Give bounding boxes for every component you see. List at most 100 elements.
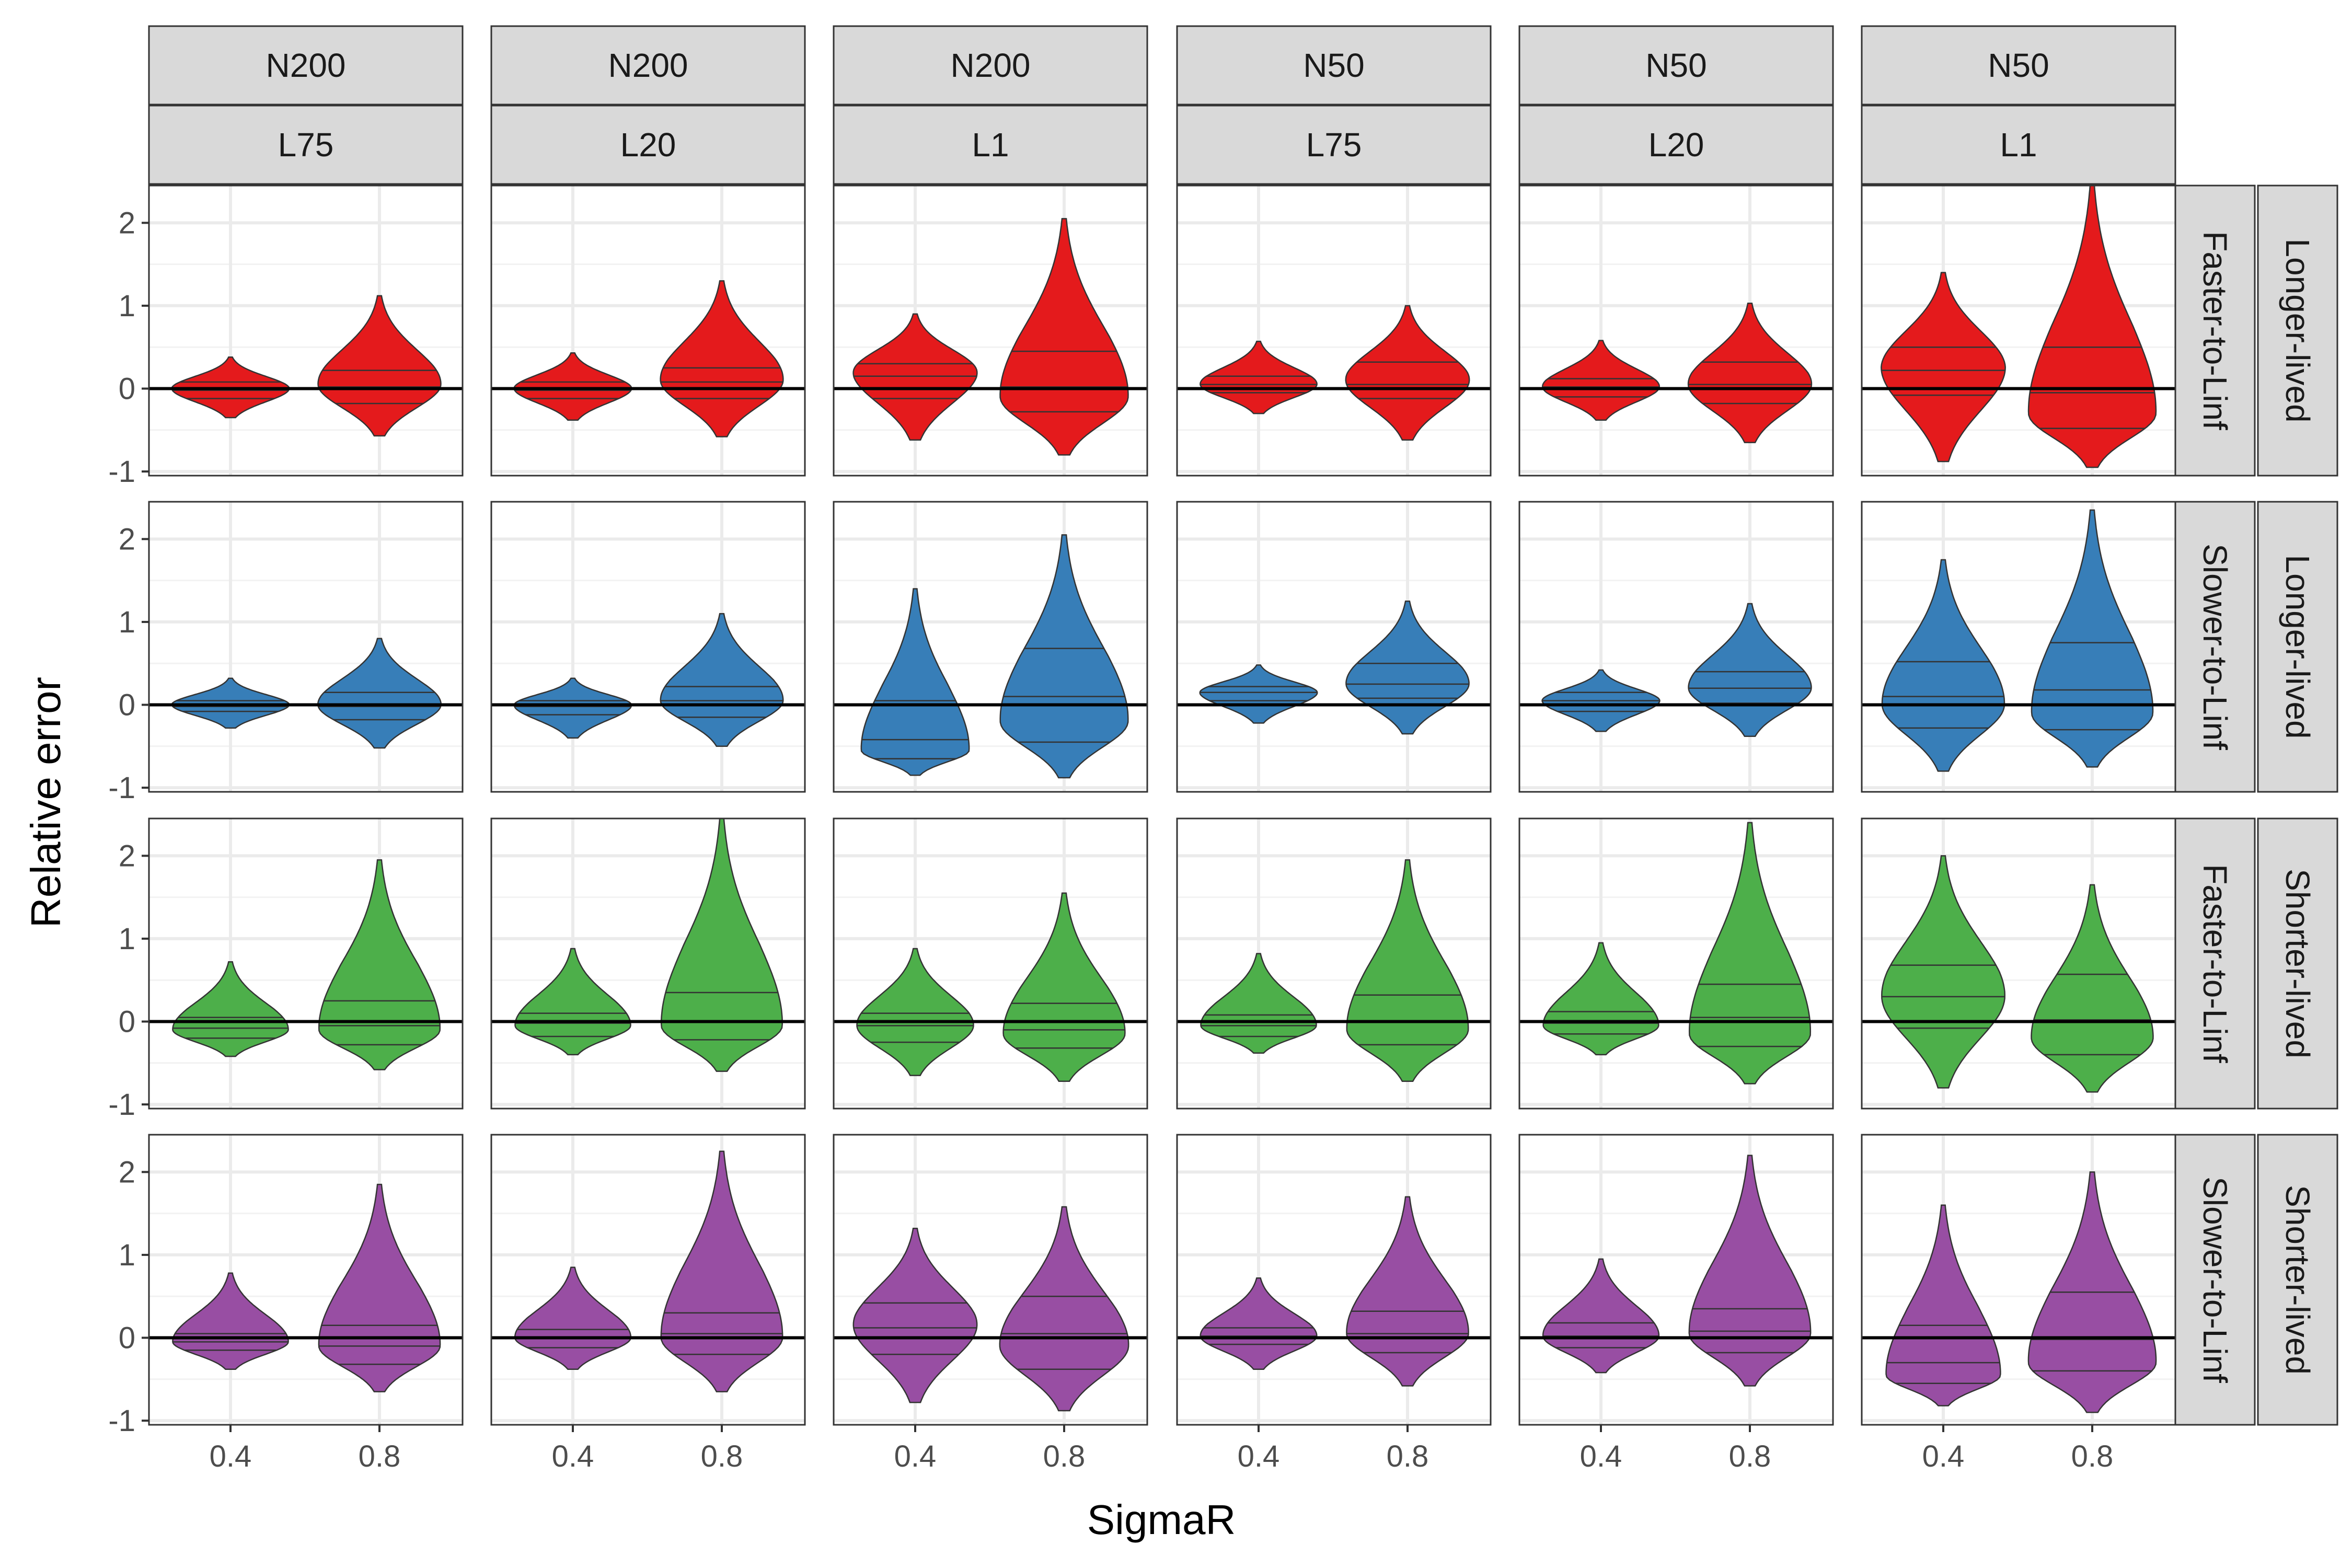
- panel-background: [1519, 502, 1833, 792]
- panel-border: [1518, 1134, 1834, 1426]
- x-tick-label: 0.8: [1729, 1439, 1771, 1473]
- facet-panel: [1518, 501, 1834, 793]
- facet-panel: [148, 185, 464, 477]
- column-strips: N200 L75 N200 L20 N200 L1 N50 L75 N50 L20 N50 L1: [148, 25, 2176, 185]
- row-strip-label: Longer-lived: [2279, 238, 2316, 422]
- panel-border: [1176, 501, 1492, 793]
- x-tick-label: 0.8: [359, 1439, 401, 1473]
- column-strip-box: [148, 25, 464, 106]
- column-strip-box: [1518, 25, 1834, 106]
- violin: [2031, 509, 2154, 768]
- column-strip-box: [1518, 105, 1834, 185]
- x-tick-label: 0.4: [552, 1439, 594, 1473]
- panel-border: [490, 817, 806, 1110]
- violin: [1881, 272, 2006, 463]
- row-strip-box: [2257, 1134, 2338, 1426]
- violin: [999, 218, 1129, 456]
- x-tick-label: 0.8: [1043, 1439, 1086, 1473]
- column-strip-label: N200: [266, 47, 346, 84]
- column-strip-box: [148, 105, 464, 185]
- violin: [1542, 942, 1659, 1056]
- y-tick-label: 1: [119, 605, 135, 639]
- row-strip-label: Shorter-lived: [2279, 1185, 2316, 1375]
- facet-panel: [1176, 185, 1492, 477]
- column-strip-label: N50: [1988, 47, 2049, 84]
- y-tick-label: 2: [119, 839, 135, 873]
- y-tick-label: -1: [108, 455, 135, 489]
- panel-background: [1177, 186, 1491, 476]
- x-tick-label: 0.4: [1580, 1439, 1622, 1473]
- y-tick-label: 0: [119, 688, 135, 722]
- x-tick-label: 0.8: [701, 1439, 743, 1473]
- facet-panel: [833, 501, 1148, 793]
- panel-border: [833, 817, 1148, 1110]
- violin: [513, 677, 632, 739]
- column-strip-label: L1: [972, 126, 1009, 164]
- row-strip-box: [2257, 185, 2338, 477]
- panel-border: [148, 501, 464, 793]
- violin: [860, 588, 970, 776]
- column-strip-box: [833, 25, 1148, 106]
- panel-border: [833, 185, 1148, 477]
- panel-background: [834, 1135, 1147, 1425]
- column-strip-label: L20: [620, 126, 676, 164]
- facet-panel: [148, 817, 464, 1110]
- y-axis-title: Relative error: [22, 677, 69, 928]
- facet-panel: [1861, 1134, 2176, 1426]
- x-axis: 0.4 0.8 0.4 0.8 0.4 0.8 0.4 0.8 0.4 0.8 0.4 0.8: [210, 1425, 2114, 1473]
- facet-panel: [1861, 185, 2176, 477]
- row-strip-label: Slower-to-Linf: [2196, 1177, 2234, 1383]
- x-tick-label: 0.4: [894, 1439, 937, 1473]
- facet-panel: [1176, 817, 1492, 1110]
- panel-background: [491, 502, 805, 792]
- violin: [1881, 559, 2005, 772]
- panel-border: [490, 1134, 806, 1426]
- x-tick-label: 0.4: [1238, 1439, 1280, 1473]
- panel-background: [491, 186, 805, 476]
- panel-border: [1518, 817, 1834, 1110]
- row-strip-box: [2174, 817, 2256, 1110]
- y-tick-label: -1: [108, 771, 135, 805]
- facet-panel: [490, 185, 806, 477]
- column-strip-label: L75: [1306, 126, 1362, 164]
- x-axis-title: SigmaR: [1087, 1496, 1236, 1543]
- panel-background: [1177, 502, 1491, 792]
- column-strip-box: [1861, 105, 2176, 185]
- facet-panel: [490, 501, 806, 793]
- facet-panel: [1518, 817, 1834, 1110]
- x-tick-label: 0.8: [2071, 1439, 2114, 1473]
- panel-border: [148, 185, 464, 477]
- panel-background: [1519, 186, 1833, 476]
- panel-border: [1176, 817, 1492, 1110]
- column-strip-box: [1176, 25, 1492, 106]
- y-tick-label: -1: [108, 1404, 135, 1438]
- x-tick-label: 0.4: [210, 1439, 252, 1473]
- facet-panel: [148, 1134, 464, 1426]
- panel-border: [1518, 185, 1834, 477]
- row-strip-label: Slower-to-Linf: [2196, 544, 2234, 750]
- facet-panel: [490, 817, 806, 1110]
- y-tick-label: 2: [119, 206, 135, 240]
- panel-border: [1176, 185, 1492, 477]
- row-strip-label: Longer-lived: [2279, 555, 2316, 739]
- violin: [856, 948, 974, 1076]
- column-strip-box: [490, 25, 806, 106]
- violin: [1346, 859, 1469, 1082]
- row-strips: Faster-to-Linf Longer-lived Slower-to-Linf…: [2174, 185, 2338, 1426]
- row-strip-box: [2257, 817, 2338, 1110]
- violin: [1688, 822, 1812, 1085]
- facet-panel: [1518, 1134, 1834, 1426]
- facet-panel: [1861, 501, 2176, 793]
- column-strip-box: [1176, 105, 1492, 185]
- row-strip-box: [2174, 185, 2256, 477]
- violin: [660, 280, 784, 437]
- panel-border: [148, 817, 464, 1110]
- violin: [999, 1206, 1129, 1412]
- violin: [852, 1227, 978, 1403]
- column-strip-label: N50: [1645, 47, 1707, 84]
- y-axis: -1 0 1 2 -1 0 1 2 -1 0 1 2 -1 0 1 2: [108, 206, 149, 1438]
- facet-panel: [833, 1134, 1148, 1426]
- row-strip-label: Faster-to-Linf: [2196, 231, 2234, 430]
- column-strip-label: L1: [2000, 126, 2037, 164]
- column-strip-label: N200: [951, 47, 1031, 84]
